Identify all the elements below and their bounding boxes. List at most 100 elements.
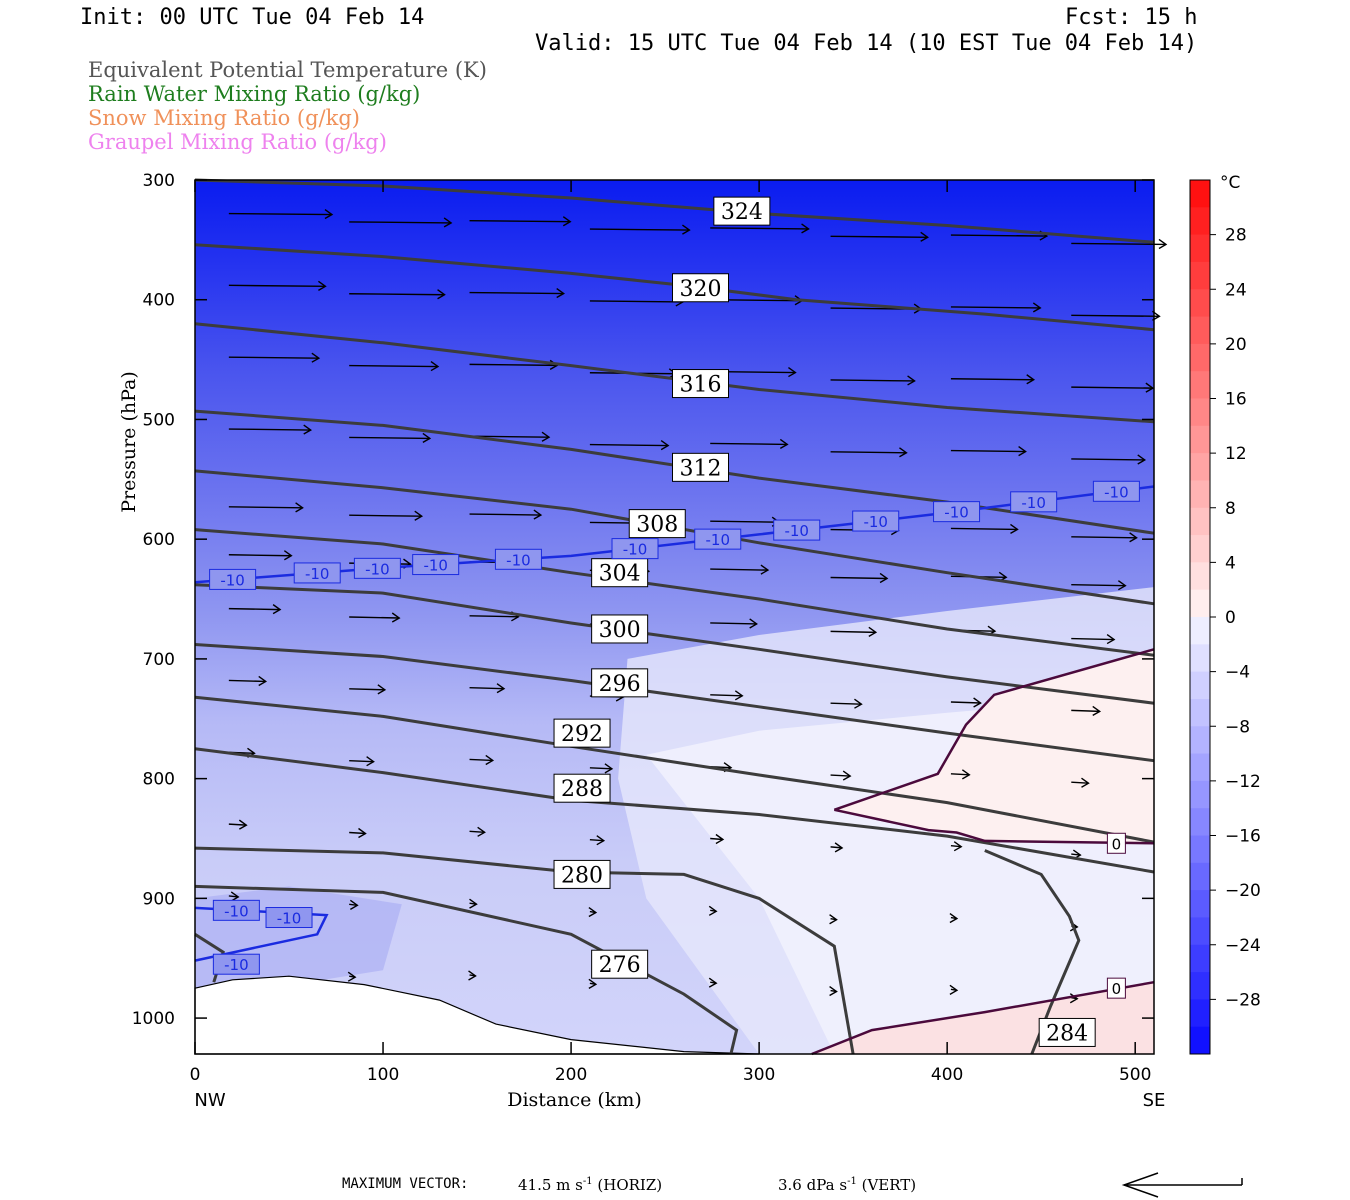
wind-vector-head	[1158, 238, 1168, 250]
wind-vector	[469, 615, 519, 618]
legend-rain: Rain Water Mixing Ratio (g/kg)	[88, 82, 421, 106]
wind-vector-head	[414, 510, 424, 521]
wind-vector	[228, 554, 292, 557]
wind-vector-head	[358, 827, 367, 839]
wind-vector	[950, 234, 1047, 237]
wind-vector-head	[303, 424, 313, 435]
wind-vector	[228, 506, 303, 509]
above-freezing-region	[834, 649, 1154, 844]
theta-e-label: 312	[680, 456, 722, 481]
wind-vector	[349, 514, 422, 517]
wind-vector-head	[347, 971, 357, 982]
x-tick-label: 400	[931, 1065, 963, 1085]
colorbar-segment	[1190, 453, 1210, 481]
wind-vector-head	[953, 841, 963, 852]
wind-vector-head	[496, 683, 506, 694]
wind-vector	[830, 630, 876, 634]
isotherm-label: -10	[506, 551, 531, 569]
wind-vector-head	[801, 223, 810, 234]
wind-vector	[950, 378, 1034, 381]
colorbar-segment	[1190, 944, 1210, 973]
wind-vector	[589, 443, 669, 447]
wind-vector	[469, 363, 558, 367]
valid-time-label: Valid: 15 UTC Tue 04 Feb 14 (10 EST Tue …	[535, 31, 1198, 56]
colorbar-tick-label: 20	[1225, 335, 1247, 355]
wind-vector-head	[272, 604, 282, 615]
isotherm-zero	[833, 648, 1155, 811]
colorbar-segment	[1190, 890, 1210, 918]
wind-vector	[228, 679, 266, 683]
isotherm-label: -10	[365, 560, 390, 578]
isotherm-zero-label: 0	[1112, 835, 1122, 853]
colorbar-tick-label: −28	[1225, 990, 1261, 1010]
theta-e-contour	[194, 528, 1155, 657]
wind-vector-head	[949, 912, 959, 924]
y-axis-label: Pressure (hPa)	[118, 371, 140, 513]
isotherm-label-box	[353, 557, 401, 579]
theta-e-label: 280	[561, 863, 603, 888]
theta-e-label: 288	[561, 777, 603, 802]
colorbar-segment	[1190, 617, 1210, 645]
isotherm-label-box	[933, 501, 981, 523]
colorbar-segment	[1190, 425, 1210, 454]
wind-vector-head	[349, 899, 359, 910]
wind-vector	[589, 767, 612, 770]
colorbar-segment	[1190, 207, 1210, 236]
wind-vector	[349, 688, 385, 691]
max-vector-arrow-icon	[1121, 1172, 1243, 1198]
wind-vector-head	[682, 224, 691, 235]
wind-vector-head	[556, 287, 565, 299]
wind-vector-head	[283, 550, 293, 561]
wind-vector-head	[391, 612, 401, 623]
colorbar-unit: °C	[1220, 173, 1240, 193]
colorbar-segment	[1190, 917, 1210, 946]
x-tick-label: 500	[1119, 1065, 1151, 1085]
wind-vector-head	[779, 438, 789, 450]
colorbar-segment	[1190, 398, 1210, 427]
isotherm-label-box	[212, 899, 260, 921]
colorbar-segment	[1190, 371, 1210, 399]
isotherm-label: -10	[705, 531, 730, 549]
wind-vector	[710, 837, 723, 841]
colorbar-segment	[1190, 535, 1210, 563]
isotherm-label: -10	[224, 902, 249, 920]
colorbar-segment	[1190, 507, 1210, 536]
wind-vector	[1071, 242, 1166, 246]
wind-vector	[830, 235, 928, 238]
isotherm-label-box	[1092, 480, 1140, 502]
wind-vector-head	[961, 769, 971, 780]
colorbar-segment	[1190, 316, 1210, 345]
max-vector-vert: 3.6 dPa s-1 (VERT)	[778, 1176, 917, 1194]
isotherm-label-box	[293, 562, 341, 584]
theta-e-label: 276	[599, 953, 641, 978]
wind-vector-head	[604, 763, 614, 774]
theta-e-label: 304	[599, 562, 641, 587]
wind-vector-head	[1010, 523, 1019, 535]
wind-vector	[469, 830, 485, 834]
colorbar-segment	[1190, 753, 1210, 782]
wind-vector	[830, 702, 862, 705]
wind-vector-head	[238, 819, 248, 830]
wind-vector	[469, 435, 550, 438]
wind-vector	[950, 306, 1041, 309]
wind-vector-head	[485, 754, 495, 766]
wind-vector-head	[834, 842, 844, 853]
isotherm-zero-label-box	[1106, 977, 1126, 999]
wind-vector-head	[588, 906, 598, 918]
isotherm-label-box	[265, 907, 313, 929]
wind-vector	[349, 293, 445, 296]
wind-vector	[950, 844, 962, 848]
isotherm-label: -10	[1021, 494, 1046, 512]
theta-e-contour	[194, 747, 1155, 874]
wind-vector	[830, 576, 888, 580]
wind-vector-head	[1026, 374, 1036, 385]
theta-e-label: 292	[561, 722, 603, 747]
wind-vector	[228, 607, 281, 611]
wind-vector	[710, 694, 743, 697]
wind-vector	[349, 436, 430, 440]
wind-vector-head	[708, 977, 718, 988]
colorbar-segment	[1190, 671, 1210, 700]
colorbar-segment	[1190, 289, 1210, 318]
x-tick-label: 200	[555, 1065, 587, 1085]
wind-vector	[228, 428, 311, 431]
